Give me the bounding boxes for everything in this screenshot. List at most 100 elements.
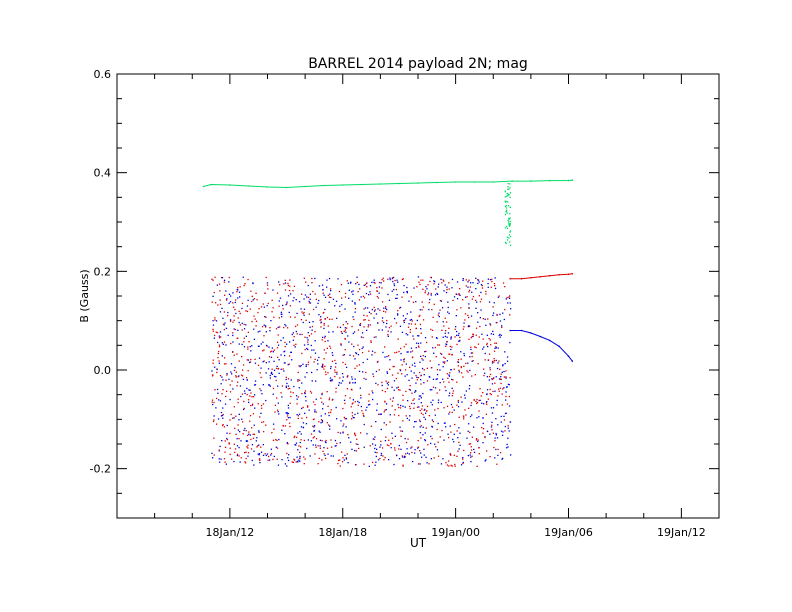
data-point [567, 273, 570, 276]
noise-point [213, 454, 215, 456]
noise-point [442, 458, 444, 460]
noise-point [412, 335, 414, 337]
noise-point [310, 344, 312, 347]
noise-point [323, 358, 325, 360]
noise-point [456, 309, 458, 311]
noise-point [457, 361, 460, 363]
noise-point [221, 342, 223, 344]
noise-point [371, 308, 373, 311]
noise-point [436, 428, 438, 431]
noise-point [292, 392, 294, 394]
noise-point [328, 331, 330, 333]
noise-point [293, 336, 295, 338]
noise-point [473, 448, 475, 451]
noise-point [290, 379, 292, 381]
noise-point [465, 362, 467, 365]
noise-point [217, 304, 219, 306]
noise-point [271, 373, 274, 375]
noise-point [362, 414, 365, 416]
noise-point [484, 460, 486, 462]
noise-point [322, 366, 324, 368]
noise-point [509, 206, 511, 208]
noise-point [253, 315, 255, 317]
noise-point [318, 421, 320, 423]
noise-point [494, 287, 497, 290]
noise-point [226, 298, 228, 300]
noise-point [475, 346, 477, 349]
noise-point [247, 434, 249, 437]
noise-point [380, 452, 383, 455]
noise-point [376, 290, 379, 292]
noise-point [434, 387, 437, 389]
noise-point [505, 412, 507, 414]
noise-point [237, 376, 239, 378]
noise-point [358, 348, 361, 351]
noise-point [315, 444, 317, 446]
noise-point [327, 453, 329, 455]
noise-point [411, 364, 414, 366]
noise-point [280, 368, 282, 370]
noise-point [324, 340, 326, 343]
noise-point [435, 446, 437, 448]
noise-point [449, 353, 451, 355]
noise-point [284, 323, 286, 326]
noise-point [475, 307, 477, 309]
noise-point [256, 299, 258, 301]
noise-point [362, 346, 364, 348]
noise-point [273, 360, 275, 362]
noise-point [232, 334, 234, 337]
noise-point [363, 415, 365, 417]
noise-point [322, 408, 324, 410]
noise-point [445, 345, 447, 347]
noise-point [223, 328, 225, 331]
noise-point [504, 200, 506, 202]
noise-point [482, 318, 484, 320]
noise-point [228, 293, 231, 295]
noise-point [354, 302, 356, 304]
noise-point [246, 379, 248, 381]
noise-point [437, 441, 439, 443]
noise-point [248, 341, 250, 343]
noise-point [495, 376, 497, 378]
noise-point [291, 461, 293, 463]
noise-point [250, 350, 252, 352]
noise-point [260, 446, 262, 448]
noise-point [448, 327, 450, 329]
data-point [492, 181, 495, 183]
noise-point [247, 447, 249, 449]
noise-point [509, 231, 511, 233]
noise-point [471, 352, 474, 354]
noise-point [482, 428, 485, 430]
noise-point [420, 332, 422, 334]
data-point [509, 329, 512, 332]
noise-point [246, 359, 248, 361]
noise-point [329, 345, 331, 347]
noise-point [494, 347, 496, 349]
x-tick-label: 18Jan/18 [318, 526, 367, 539]
noise-point [387, 335, 389, 337]
noise-point [324, 308, 326, 311]
noise-point [385, 305, 387, 308]
noise-point [247, 444, 249, 446]
noise-point [325, 373, 327, 376]
noise-point [326, 279, 328, 281]
noise-point [433, 457, 435, 459]
noise-point [499, 336, 501, 338]
noise-point [309, 302, 312, 304]
noise-point [262, 361, 264, 363]
noise-point [270, 371, 273, 374]
noise-point [385, 424, 387, 426]
noise-point [224, 403, 227, 405]
noise-point [218, 344, 221, 346]
noise-point [439, 352, 442, 355]
noise-point [329, 288, 332, 290]
noise-point [431, 329, 434, 331]
noise-point [289, 341, 291, 343]
noise-point [266, 305, 268, 307]
noise-point [245, 457, 247, 460]
noise-point [486, 403, 488, 406]
noise-point [221, 277, 224, 279]
noise-point [422, 434, 424, 436]
noise-point [492, 314, 494, 317]
noise-point [366, 315, 368, 317]
